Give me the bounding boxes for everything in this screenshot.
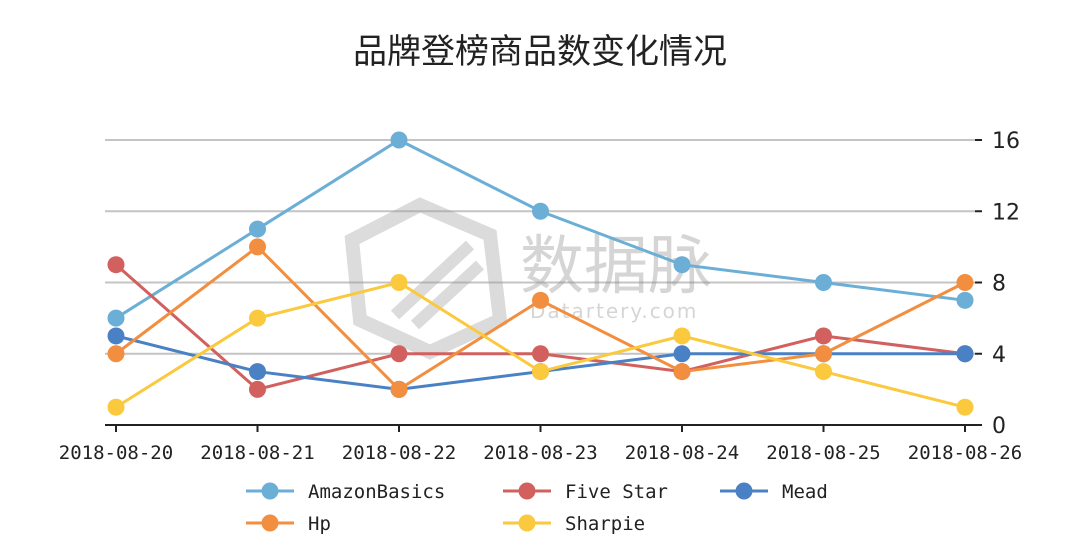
- data-point-amazonbasics: [956, 291, 974, 309]
- legend-swatch-marker: [261, 514, 279, 532]
- x-tick-label: 2018-08-22: [342, 442, 456, 464]
- legend-label: Mead: [782, 481, 828, 503]
- legend-item-five-star: Five Star: [503, 481, 668, 503]
- y-tick-label: 0: [992, 414, 1006, 439]
- x-tick-label: 2018-08-23: [483, 442, 597, 464]
- data-point-mead: [673, 345, 691, 363]
- data-point-hp: [249, 238, 266, 256]
- data-point-hp: [673, 363, 691, 381]
- data-point-hp: [532, 291, 549, 309]
- series-line-mead: [115, 334, 965, 391]
- data-point-hp: [815, 345, 832, 363]
- data-point-mead: [249, 363, 266, 381]
- watermark-subtext: Datartery.com: [530, 299, 698, 323]
- legend-swatch-marker: [735, 482, 753, 500]
- data-point-sharpie: [815, 363, 832, 381]
- data-point-amazonbasics: [249, 220, 266, 238]
- chart-title: 品牌登榜商品数变化情况: [353, 32, 727, 72]
- legend-swatch-marker: [518, 514, 536, 532]
- data-point-sharpie: [956, 398, 974, 416]
- legend-label: Five Star: [565, 481, 668, 503]
- legend-swatch-marker: [518, 482, 536, 500]
- legend-swatch-marker: [261, 482, 279, 500]
- x-tick-label: 2018-08-25: [766, 442, 880, 464]
- watermark-logo-icon: [344, 197, 508, 360]
- data-point-sharpie: [249, 309, 266, 327]
- data-point-five-star: [249, 380, 266, 398]
- data-point-five-star: [815, 327, 832, 345]
- data-point-five-star: [107, 256, 125, 274]
- data-point-amazonbasics: [390, 131, 408, 149]
- data-point-five-star: [532, 345, 549, 363]
- legend-label: Hp: [308, 513, 331, 535]
- data-point-sharpie: [107, 398, 125, 416]
- legend-item-sharpie: Sharpie: [503, 513, 645, 535]
- series-group: [107, 131, 974, 416]
- data-point-sharpie: [673, 327, 691, 345]
- data-point-hp: [107, 345, 125, 363]
- data-point-amazonbasics: [673, 256, 691, 274]
- legend-item-hp: Hp: [246, 513, 331, 535]
- data-point-sharpie: [390, 274, 408, 291]
- y-tick-label: 12: [992, 200, 1020, 225]
- y-tick-label: 16: [992, 129, 1020, 154]
- data-point-sharpie: [532, 363, 549, 381]
- data-point-mead: [107, 327, 125, 345]
- x-tick-label: 2018-08-24: [625, 442, 739, 464]
- data-point-amazonbasics: [815, 274, 832, 291]
- x-tick-label: 2018-08-21: [200, 442, 314, 464]
- legend-item-amazonbasics: AmazonBasics: [246, 481, 445, 503]
- data-point-hp: [390, 380, 408, 398]
- data-point-amazonbasics: [107, 309, 125, 327]
- x-tick-label: 2018-08-26: [908, 442, 1022, 464]
- x-tick-label: 2018-08-20: [59, 442, 173, 464]
- data-point-mead: [956, 345, 974, 363]
- y-tick-label: 8: [992, 272, 1006, 297]
- data-point-five-star: [390, 345, 408, 363]
- legend-label: AmazonBasics: [308, 481, 445, 503]
- data-point-hp: [956, 274, 974, 291]
- legend-item-mead: Mead: [720, 481, 828, 503]
- data-point-amazonbasics: [532, 202, 549, 220]
- legend: AmazonBasics Five Star Mead Hp Sharpie: [246, 481, 828, 535]
- axes: 0 4 8 12 16 2018-08-20 2018-08-21 2018-08-22 201…: [59, 129, 1022, 464]
- y-tick-label: 4: [992, 343, 1006, 368]
- legend-label: Sharpie: [565, 513, 645, 535]
